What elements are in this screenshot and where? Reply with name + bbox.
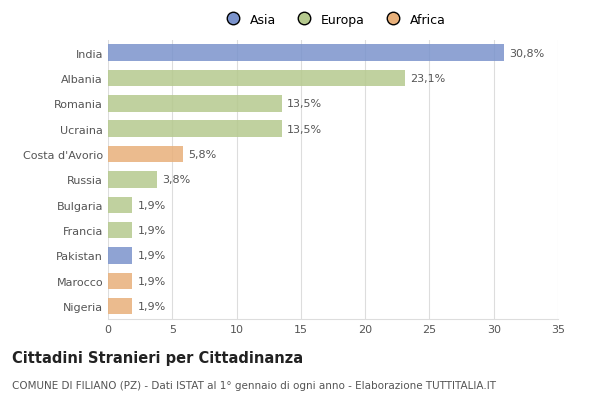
Text: 1,9%: 1,9% bbox=[137, 200, 166, 210]
Bar bbox=[108, 247, 133, 264]
Bar bbox=[108, 222, 133, 239]
Bar bbox=[108, 197, 133, 213]
Text: 1,9%: 1,9% bbox=[137, 225, 166, 236]
Legend: Asia, Europa, Africa: Asia, Europa, Africa bbox=[218, 11, 449, 29]
Text: 1,9%: 1,9% bbox=[137, 251, 166, 261]
Text: COMUNE DI FILIANO (PZ) - Dati ISTAT al 1° gennaio di ogni anno - Elaborazione TU: COMUNE DI FILIANO (PZ) - Dati ISTAT al 1… bbox=[12, 380, 496, 390]
Text: 3,8%: 3,8% bbox=[162, 175, 190, 185]
Text: Cittadini Stranieri per Cittadinanza: Cittadini Stranieri per Cittadinanza bbox=[12, 350, 303, 365]
Bar bbox=[108, 121, 281, 137]
Bar bbox=[108, 273, 133, 289]
Text: 1,9%: 1,9% bbox=[137, 301, 166, 311]
Text: 30,8%: 30,8% bbox=[509, 49, 544, 58]
Bar bbox=[108, 298, 133, 315]
Text: 23,1%: 23,1% bbox=[410, 74, 445, 84]
Bar bbox=[108, 146, 182, 163]
Text: 1,9%: 1,9% bbox=[137, 276, 166, 286]
Bar bbox=[108, 172, 157, 188]
Text: 13,5%: 13,5% bbox=[287, 99, 322, 109]
Bar bbox=[108, 45, 504, 62]
Text: 5,8%: 5,8% bbox=[188, 150, 216, 160]
Text: 13,5%: 13,5% bbox=[287, 124, 322, 135]
Bar bbox=[108, 71, 405, 87]
Bar bbox=[108, 96, 281, 112]
